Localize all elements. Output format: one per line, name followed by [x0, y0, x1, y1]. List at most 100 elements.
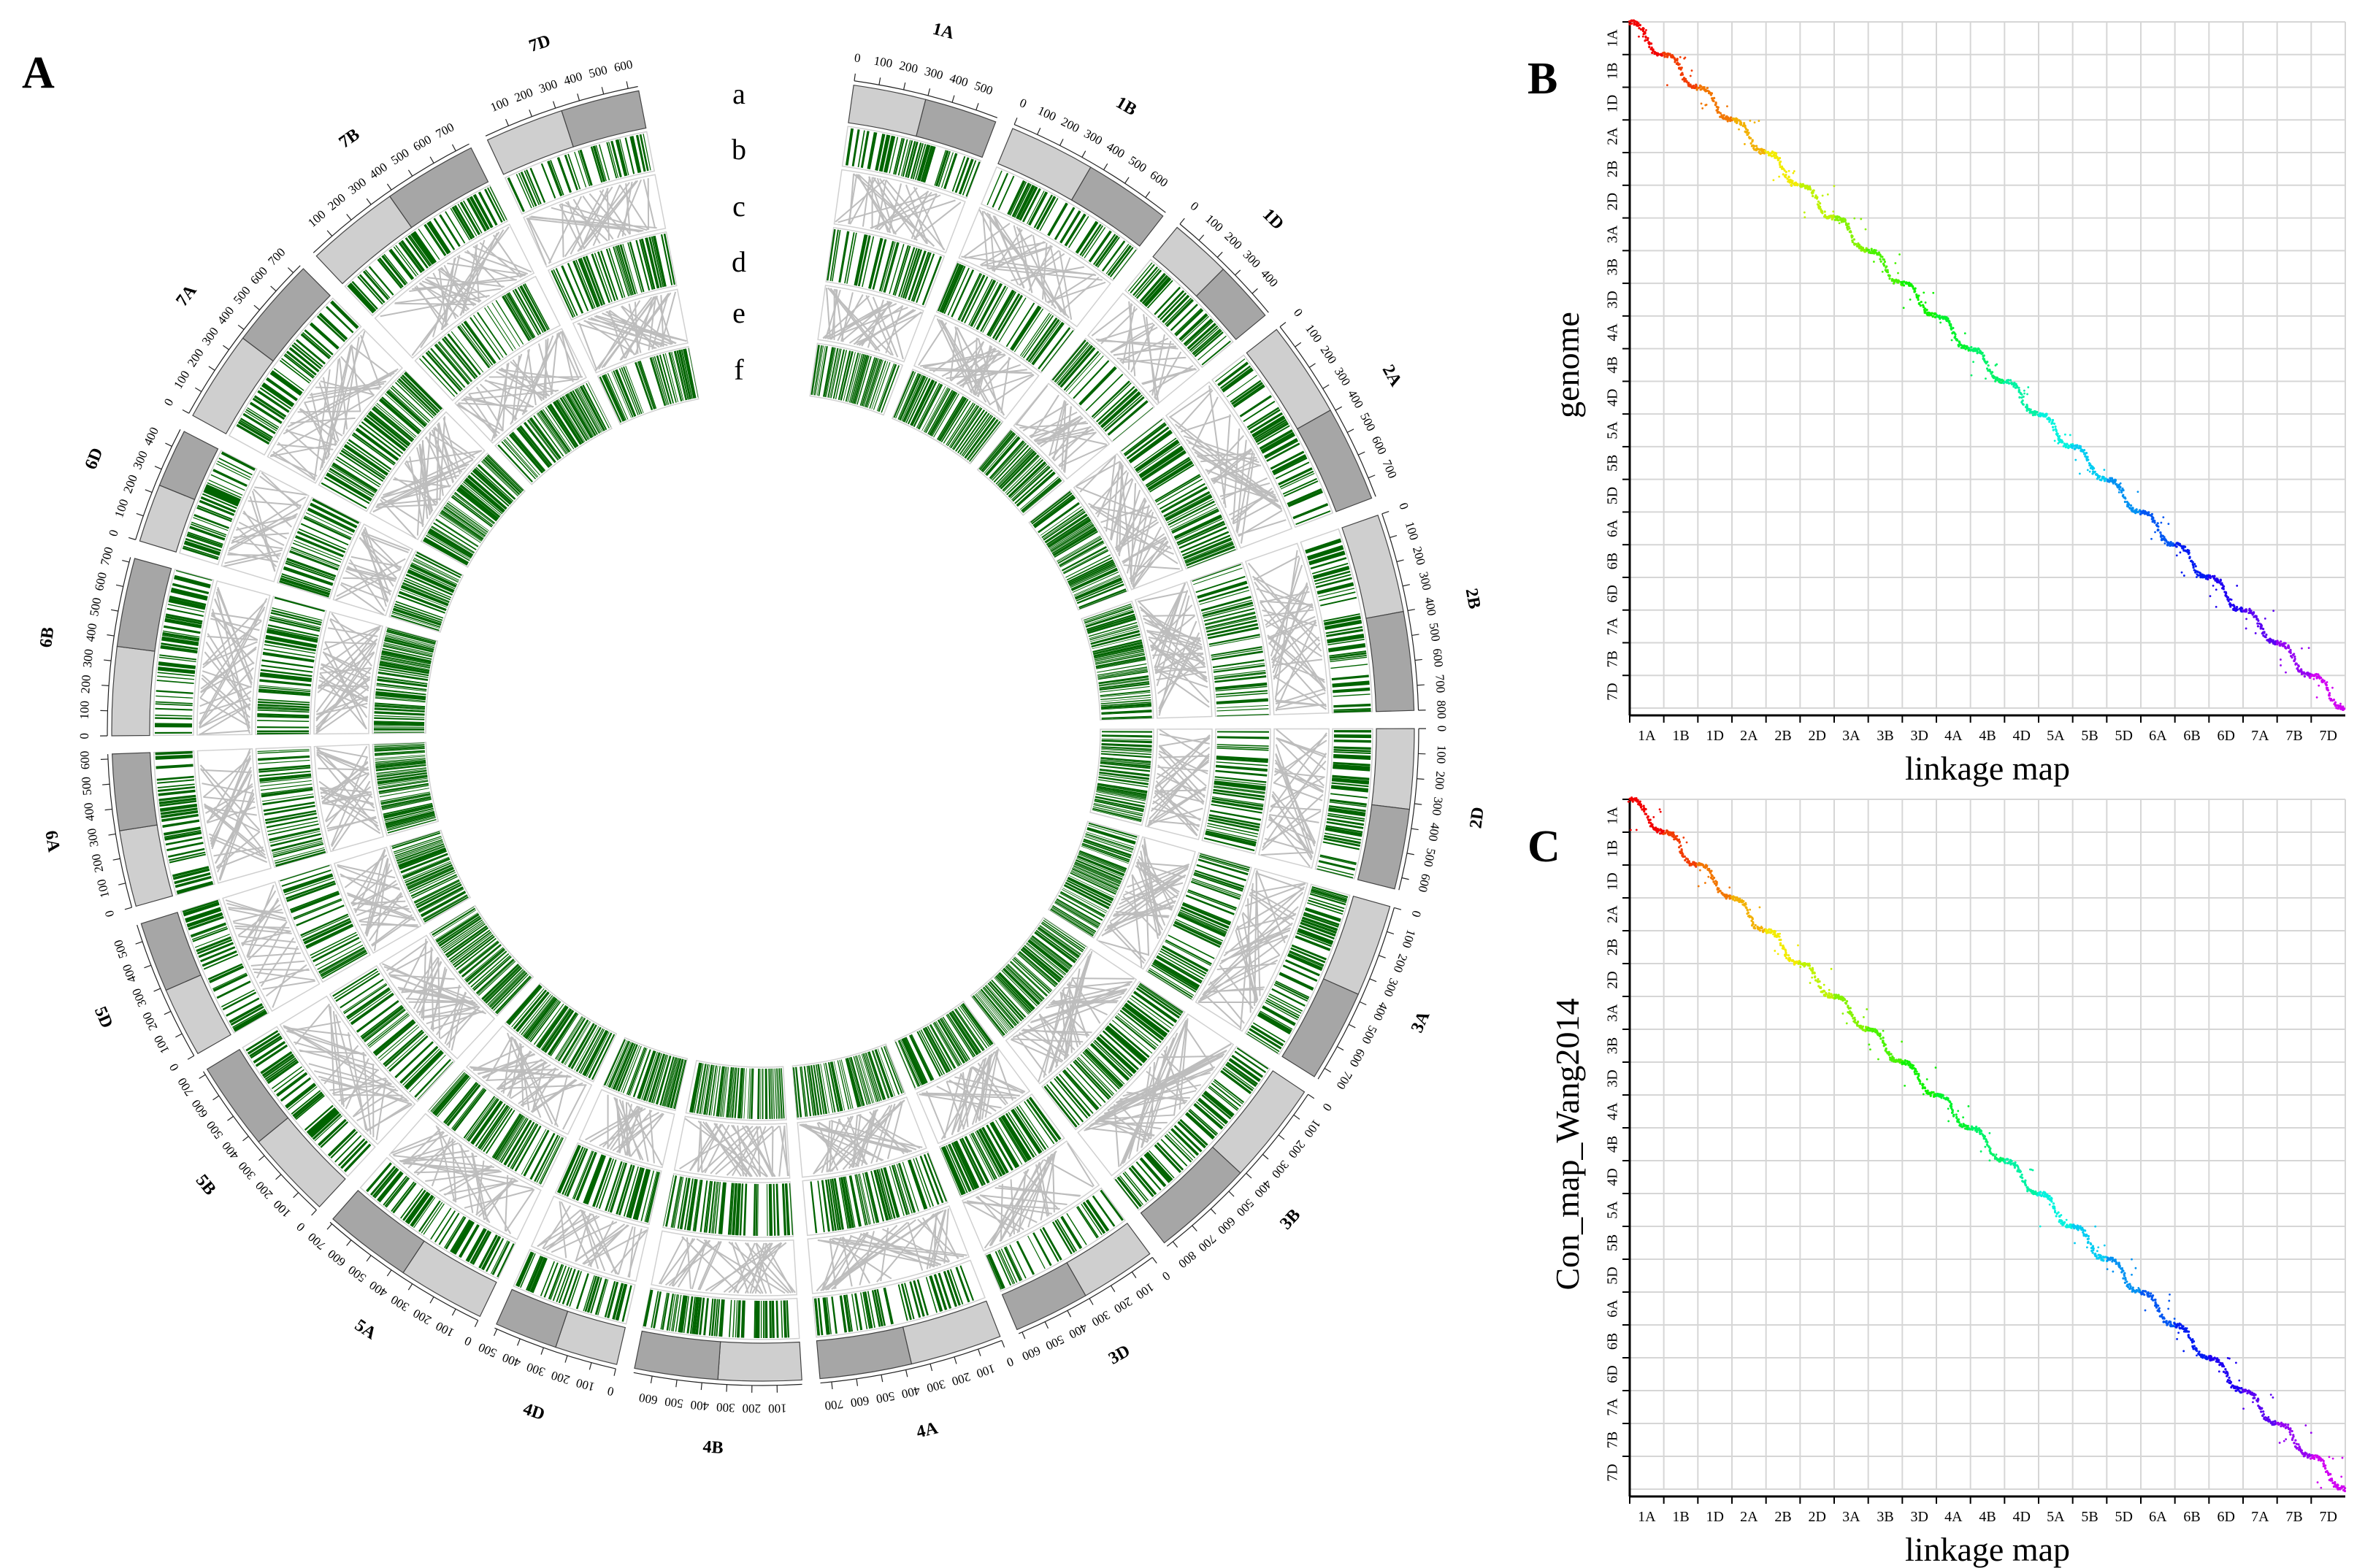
- density-bar: [856, 356, 872, 405]
- tick-label: 400: [562, 69, 584, 88]
- density-bar: [1203, 602, 1254, 618]
- tick-mark: [258, 1155, 265, 1161]
- density-bar: [1180, 315, 1208, 341]
- tick-label: 0: [1018, 96, 1029, 111]
- density-bar: [1128, 429, 1172, 462]
- tick-label: 0: [1188, 199, 1202, 213]
- link-line: [1236, 450, 1254, 534]
- density-bar: [822, 347, 833, 397]
- link-line: [1253, 555, 1300, 581]
- link-line: [854, 301, 893, 345]
- density-bar: [1069, 564, 1116, 587]
- density-bar: [1032, 322, 1065, 366]
- density-bar: [1141, 450, 1187, 481]
- density-bar: [1081, 225, 1104, 257]
- density-bar: [1100, 757, 1151, 763]
- link-line: [1158, 637, 1201, 712]
- ideogram-segment: [717, 1341, 802, 1382]
- density-bar: [1101, 750, 1151, 756]
- link-line: [1019, 228, 1033, 293]
- density-bar: [1100, 762, 1151, 769]
- density-bar: [1262, 1005, 1296, 1026]
- density-bar: [830, 348, 842, 399]
- density-bar: [872, 239, 887, 290]
- density-bar: [1333, 766, 1371, 772]
- marker-point: [1643, 32, 1646, 35]
- density-bar: [1139, 272, 1166, 303]
- marker-point: [1678, 63, 1681, 66]
- density-bar: [1147, 460, 1192, 490]
- tick-mark: [1044, 1321, 1049, 1329]
- density-bar: [1095, 652, 1145, 664]
- tick-label: 100: [112, 497, 131, 519]
- density-bar: [1059, 346, 1094, 386]
- density-bar: [1305, 907, 1341, 921]
- density-bar: [1216, 692, 1268, 698]
- tick-label: 200: [253, 1178, 275, 1202]
- link-line: [1076, 486, 1157, 520]
- density-bar: [1098, 776, 1149, 785]
- density-bar: [1194, 872, 1244, 891]
- density-bar: [981, 431, 1015, 472]
- density-bar: [1184, 541, 1233, 561]
- density-bar: [883, 242, 899, 293]
- link-line: [1276, 692, 1326, 710]
- density-bar: [1096, 385, 1135, 423]
- density-bar: [827, 347, 839, 398]
- tick-label: 300: [85, 827, 101, 848]
- link-line: [1047, 273, 1095, 304]
- density-bar: [1214, 780, 1266, 789]
- tick-mark: [1262, 1153, 1269, 1160]
- link-line: [1052, 401, 1067, 461]
- tick-label: 200: [898, 58, 919, 76]
- density-bar: [1101, 240, 1126, 272]
- density-bar: [1012, 307, 1042, 351]
- density-bar: [1279, 973, 1314, 991]
- panel-label-c: C: [1528, 822, 1560, 872]
- density-bar: [1027, 191, 1045, 224]
- link-line: [1130, 545, 1171, 583]
- density-bar: [1072, 866, 1119, 888]
- density-bar: [1206, 617, 1257, 630]
- density-bar: [1051, 339, 1086, 381]
- density-bar: [1084, 838, 1132, 856]
- link-line: [1130, 504, 1150, 584]
- link-line: [1154, 669, 1208, 688]
- density-bar: [1208, 815, 1260, 826]
- density-bar: [1214, 776, 1267, 783]
- density-bar: [894, 138, 905, 175]
- link-line: [986, 212, 1066, 316]
- tick-mark: [1198, 234, 1205, 241]
- tick-label: 600: [1020, 1343, 1043, 1364]
- density-bar: [1184, 542, 1234, 564]
- tick-mark: [275, 1174, 282, 1180]
- density-bar: [1183, 538, 1233, 560]
- density-bar: [1132, 266, 1159, 296]
- tick-label: 700: [265, 245, 288, 269]
- density-bar: [955, 409, 986, 452]
- density-bar: [1329, 652, 1367, 659]
- ideogram-segment: [1281, 978, 1359, 1077]
- density-bar: [1291, 944, 1327, 961]
- tick-mark: [144, 964, 152, 969]
- density-bar: [1203, 837, 1255, 852]
- tick-mark: [122, 559, 130, 563]
- density-bar: [1054, 341, 1089, 383]
- density-bar: [1187, 549, 1236, 569]
- tick-mark: [1324, 1067, 1332, 1073]
- density-bar: [910, 379, 934, 426]
- link-line: [878, 178, 927, 245]
- density-bar: [1215, 765, 1268, 772]
- density-bar: [1327, 812, 1365, 820]
- density-bar: [970, 423, 1003, 463]
- density-bar: [1068, 875, 1115, 898]
- density-bar: [1051, 526, 1095, 553]
- density-bar: [1085, 833, 1134, 850]
- density-bar: [1101, 704, 1151, 710]
- density-bar: [1063, 885, 1109, 910]
- density-bar: [1289, 951, 1324, 967]
- density-bar: [1067, 559, 1113, 583]
- density-bar: [1300, 921, 1336, 937]
- density-bar: [900, 247, 918, 298]
- link-line: [1254, 870, 1258, 1007]
